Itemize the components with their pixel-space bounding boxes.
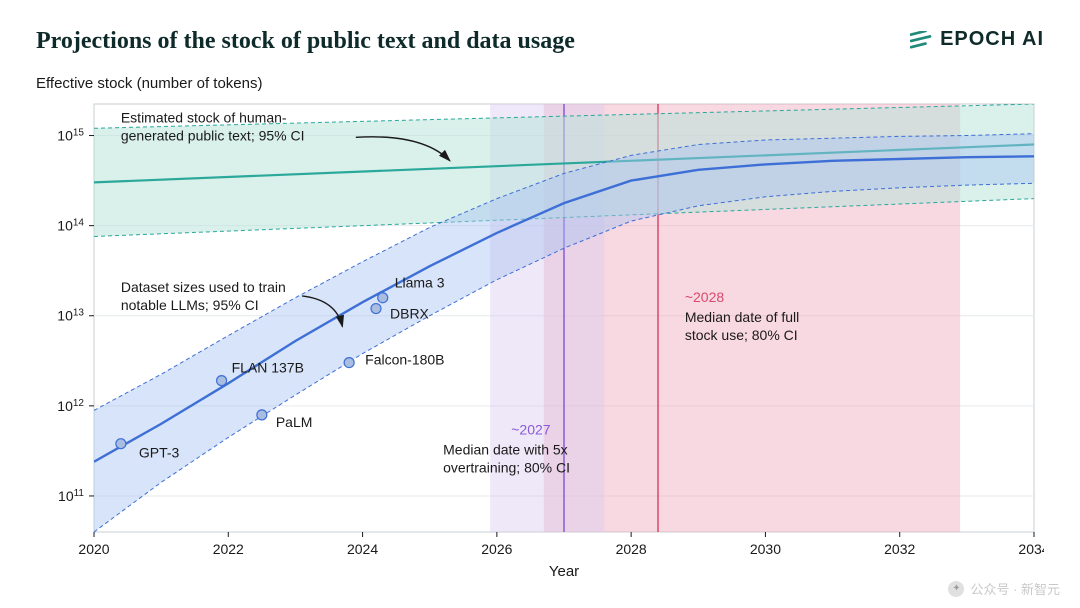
x-tick-label: 2028 — [616, 541, 647, 557]
model-label: FLAN 137B — [232, 360, 304, 376]
model-label: PaLM — [276, 414, 313, 430]
y-tick-label: 1011 — [58, 487, 84, 504]
usage-annotation: Dataset sizes used to trainnotable LLMs;… — [121, 279, 286, 313]
chart-svg: GPT-3 FLAN 137B PaLM Falcon-180B DBRX Llama 3… — [36, 100, 1044, 580]
chart: GPT-3 FLAN 137B PaLM Falcon-180B DBRX Llama 3… — [36, 100, 1044, 580]
y-axis-label: Effective stock (number of tokens) — [36, 75, 1044, 92]
header: Projections of the stock of public text … — [36, 28, 1044, 55]
wechat-icon: ✦ — [948, 581, 964, 597]
model-label: DBRX — [390, 306, 430, 322]
y-tick-label: 1015 — [57, 127, 84, 143]
x-tick-label: 2026 — [481, 541, 512, 557]
x-tick-label: 2022 — [213, 541, 244, 557]
x-tick-label: 2020 — [78, 541, 109, 557]
model-label: Falcon-180B — [365, 352, 444, 368]
brand-mark-icon — [910, 31, 932, 49]
watermark: ✦ 公众号 · 新智元 — [948, 579, 1060, 598]
model-point — [344, 358, 354, 368]
model-point — [378, 293, 388, 303]
x-axis-label: Year — [549, 563, 579, 580]
model-point — [217, 376, 227, 386]
y-tick-label: 1014 — [57, 217, 84, 234]
x-tick-label: 2034 — [1018, 541, 1044, 557]
x-tick-label: 2030 — [750, 541, 781, 557]
chart-title: Projections of the stock of public text … — [36, 28, 575, 55]
model-label: Llama 3 — [395, 275, 445, 291]
x-tick-label: 2024 — [347, 541, 378, 557]
model-point — [257, 410, 267, 420]
model-label: GPT-3 — [139, 445, 180, 461]
y-tick-label: 1013 — [57, 307, 84, 324]
watermark-text: 公众号 · 新智元 — [970, 579, 1060, 598]
x-tick-label: 2032 — [884, 541, 915, 557]
brand-logo: EPOCH AI — [910, 28, 1044, 51]
brand-name: EPOCH AI — [940, 28, 1044, 51]
y-tick-label: 1012 — [57, 397, 84, 414]
model-point — [371, 304, 381, 314]
model-point — [116, 439, 126, 449]
